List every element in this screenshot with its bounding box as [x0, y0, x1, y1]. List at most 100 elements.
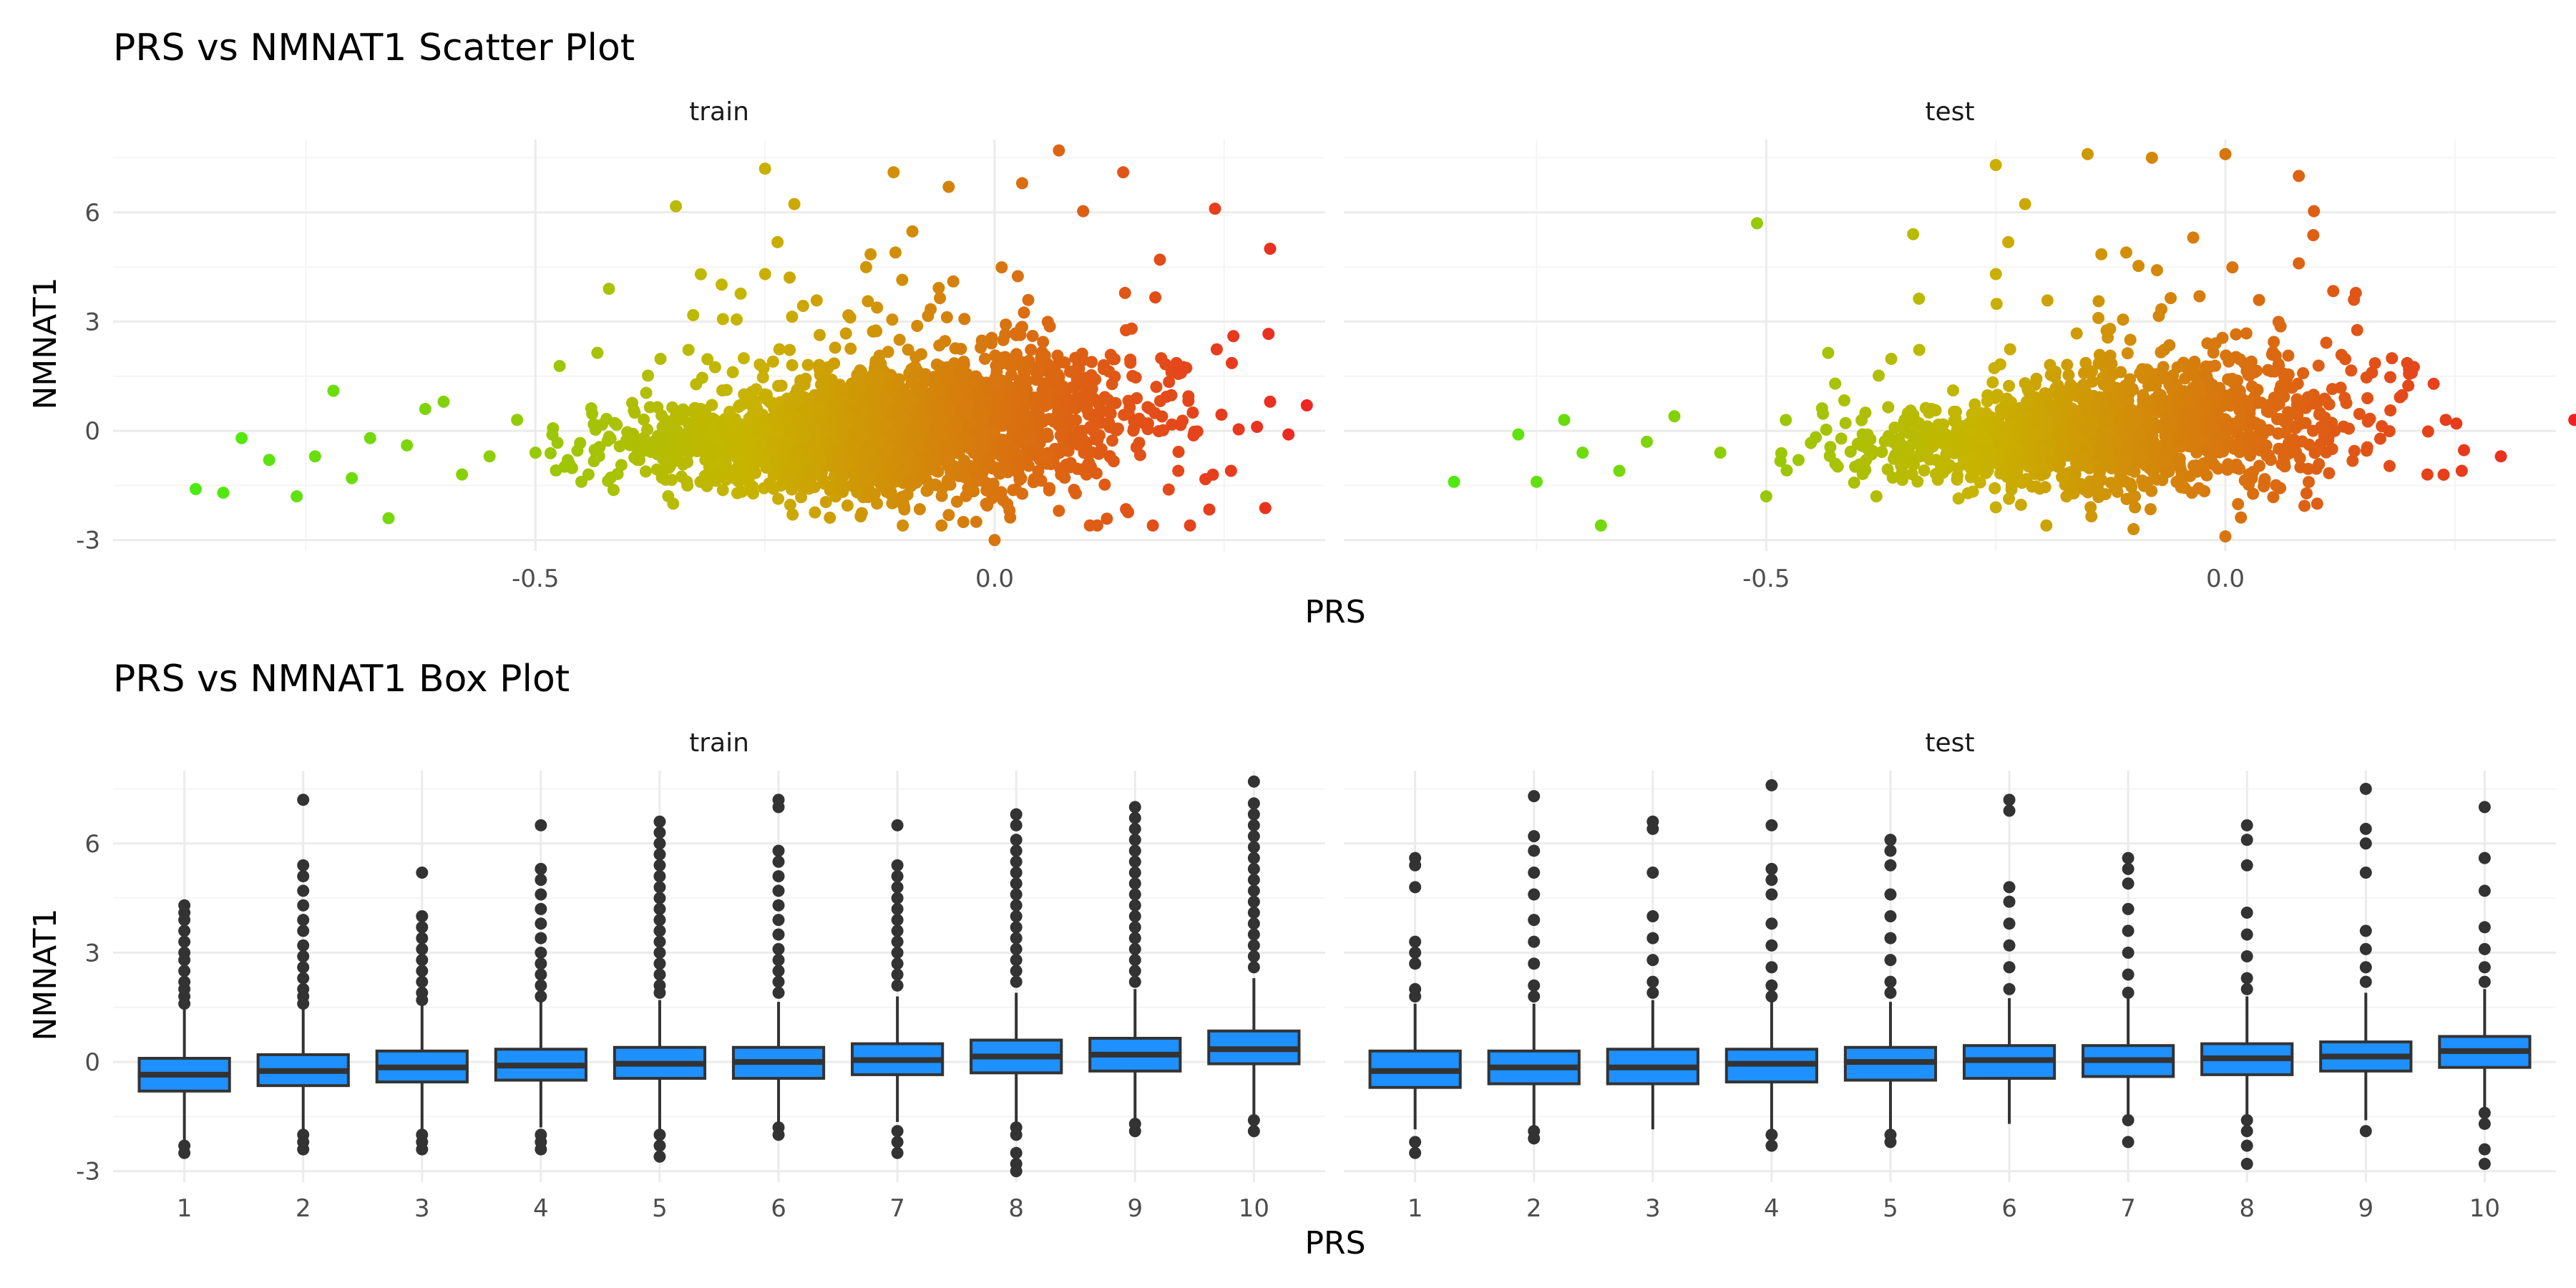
- box-train-6: [731, 794, 826, 1141]
- scatter-point: [1531, 475, 1543, 488]
- scatter-point: [2150, 473, 2163, 486]
- scatter-point: [2221, 463, 2234, 476]
- scatter-point: [783, 424, 796, 436]
- scatter-point: [995, 261, 1008, 274]
- box-x-tick-label: 4: [1764, 1194, 1780, 1223]
- scatter-point: [940, 311, 953, 323]
- scatter-point: [2075, 452, 2088, 465]
- box-outlier: [1010, 921, 1023, 934]
- box-outlier: [1765, 888, 1778, 901]
- scatter-point: [1215, 409, 1228, 421]
- box-outlier: [1646, 986, 1659, 999]
- scatter-point: [817, 383, 830, 396]
- scatter-point: [2212, 409, 2225, 422]
- scatter-point: [437, 395, 450, 408]
- box-outlier: [772, 954, 785, 967]
- scatter-point: [2213, 429, 2226, 442]
- scatter-point: [1117, 166, 1130, 179]
- box-outlier: [2240, 834, 2253, 847]
- scatter-point: [970, 515, 982, 528]
- box-outlier: [653, 946, 666, 959]
- box-outlier: [2478, 1143, 2491, 1156]
- scatter-point: [1068, 484, 1080, 497]
- scatter-point: [909, 421, 922, 434]
- box-outlier: [535, 1143, 547, 1156]
- scatter-point: [2014, 401, 2026, 414]
- box-outlier: [1528, 957, 1541, 970]
- scatter-point: [2146, 429, 2159, 442]
- scatter-point: [743, 391, 756, 404]
- scatter-point: [2177, 431, 2190, 444]
- box-outlier: [772, 1128, 785, 1141]
- box-outlier: [2478, 1106, 2491, 1119]
- box-outlier: [2359, 837, 2372, 850]
- scatter-point: [824, 511, 836, 524]
- scatter-point: [757, 454, 770, 467]
- scatter-point: [708, 361, 721, 374]
- scatter-point: [2130, 430, 2143, 443]
- scatter-point: [930, 358, 943, 371]
- scatter-point: [2386, 352, 2399, 365]
- box-outlier: [772, 942, 785, 955]
- scatter-point: [772, 492, 785, 505]
- scatter-point: [2278, 457, 2290, 469]
- scatter-point: [2105, 462, 2118, 474]
- scatter-point: [844, 342, 857, 355]
- box-outlier: [653, 1150, 666, 1163]
- scatter-point: [711, 469, 724, 482]
- scatter-point: [942, 180, 955, 193]
- scatter-point: [2152, 389, 2165, 402]
- scatter-point: [871, 497, 884, 510]
- box-outlier: [416, 965, 429, 977]
- scatter-point: [814, 453, 826, 466]
- scatter-point: [944, 478, 957, 491]
- scatter-point: [1184, 519, 1196, 532]
- scatter-point: [1025, 343, 1038, 356]
- scatter-point: [593, 441, 606, 454]
- scatter-point: [670, 200, 683, 213]
- scatter-point: [2137, 394, 2150, 406]
- scatter-point: [863, 484, 876, 497]
- scatter-point: [1986, 376, 1999, 389]
- scatter-point: [880, 395, 893, 408]
- scatter-title: PRS vs NMNAT1 Scatter Plot: [113, 26, 635, 69]
- scatter-point: [2266, 346, 2279, 358]
- scatter-point: [1512, 428, 1525, 441]
- scatter-point: [999, 328, 1012, 341]
- box-outlier: [1528, 888, 1541, 901]
- scatter-point: [942, 509, 955, 522]
- box-outlier: [1884, 844, 1897, 857]
- scatter-point: [1156, 424, 1169, 436]
- box-outlier: [2003, 961, 2016, 974]
- scatter-point: [235, 431, 248, 444]
- scatter-point: [1965, 424, 1978, 437]
- scatter-point: [1013, 406, 1025, 419]
- scatter-point: [1097, 358, 1110, 371]
- scatter-point: [667, 453, 680, 466]
- box-train-10: [1207, 775, 1301, 1138]
- box-outlier: [1128, 965, 1141, 977]
- scatter-point: [941, 370, 954, 383]
- scatter-point: [1921, 445, 1934, 458]
- scatter-point: [1838, 394, 1850, 407]
- box-outlier: [772, 884, 785, 897]
- box-outlier: [2003, 895, 2016, 908]
- scatter-point: [2383, 459, 2396, 472]
- box-x-tick-label: 4: [533, 1194, 549, 1223]
- box-x-tick-label: 2: [296, 1194, 311, 1223]
- scatter-section: PRS vs NMNAT1 Scatter Plot train test -0…: [27, 26, 2576, 630]
- scatter-point: [786, 508, 799, 521]
- box-outlier: [297, 914, 310, 927]
- scatter-point: [922, 452, 935, 464]
- scatter-point: [1751, 217, 1763, 230]
- box-outlier: [653, 986, 666, 999]
- box-outlier: [2359, 782, 2372, 795]
- scatter-point: [1881, 463, 1894, 476]
- box-outlier: [1528, 844, 1541, 857]
- scatter-point: [2307, 229, 2320, 242]
- scatter-point: [1155, 352, 1168, 365]
- scatter-point: [766, 396, 779, 409]
- box-outlier: [1765, 1128, 1778, 1141]
- scatter-point: [1848, 476, 1860, 489]
- scatter-point: [878, 448, 891, 461]
